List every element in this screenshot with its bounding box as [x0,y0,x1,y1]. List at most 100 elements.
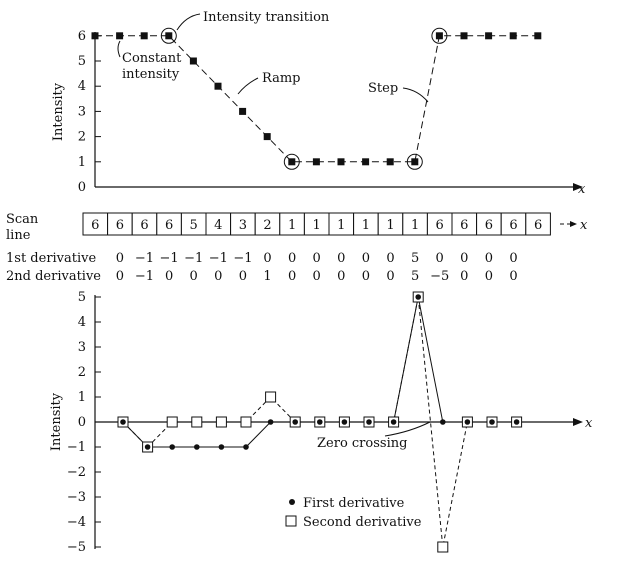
scan-cell-value: 6 [91,218,99,233]
scan-point [362,158,370,166]
scan-cell-value: 5 [190,218,198,233]
bottom-series [117,291,523,553]
first-derivative-label: 1st derivative [6,251,97,266]
scan-cell-value: 6 [165,218,173,233]
scan-cell-value: 1 [288,218,296,233]
second-derivative-value: 0 [362,269,370,284]
first-derivative-value: 0 [436,251,444,266]
first-derivative-value: 0 [288,251,296,266]
annotation-intensity-transition: Intensity transition [203,10,330,25]
table-x-arrow-icon [570,221,577,227]
first-derivative-value: −1 [184,251,203,266]
scan-cell-value: 6 [140,218,148,233]
second-derivative-value: −1 [135,269,154,284]
scan-label: Scan [6,212,39,227]
scan-cell-value: 6 [485,218,493,233]
first-derivative-point [120,419,126,425]
table-x-label: x [580,218,588,233]
bottom-y-ticks: 5 4 3 2 1 0 −1 −2 −3 −4 −5 [67,290,101,555]
first-derivative-point [341,419,348,425]
bottom-y-tick-label: 5 [78,290,86,305]
annotation-step-leader [402,87,429,103]
annotation-transition-leader [176,13,201,31]
first-derivative-value: −1 [209,251,228,266]
transition-circle [283,153,300,170]
bottom-x-label: x [585,416,593,431]
scan-point [386,158,394,166]
first-derivative-value: 0 [485,251,493,266]
scan-point [165,32,173,40]
top-x-label: x [578,182,586,197]
bottom-y-tick-label: −5 [67,540,86,555]
annotation-ramp-leader [237,77,259,95]
scan-cell-value: 2 [263,218,271,233]
first-derivative-point [317,419,323,425]
annotation-constant: Constant [122,51,182,66]
first-derivative-value: 0 [460,251,468,266]
second-derivative-value: 0 [337,269,345,284]
scan-cell-value: 3 [239,218,247,233]
first-derivative-point [243,444,249,450]
scan-cell-value: 4 [214,218,222,233]
first-derivative-point [489,419,495,425]
first-derivative-point [390,419,397,425]
legend-second-square-icon [285,515,297,527]
first-derivative-value: 0 [116,251,124,266]
transition-circle [406,153,423,170]
second-derivative-value: 0 [313,269,321,284]
first-derivative-point [292,419,299,425]
top-y-tick-label: 5 [78,54,86,69]
scan-point [509,32,517,40]
line-label: line [6,228,31,243]
top-y-label: Intensity [51,82,66,141]
annotation-intensity: intensity [122,67,180,82]
second-derivative-value: 0 [386,269,394,284]
first-derivative-value: −1 [160,251,179,266]
scan-point [337,158,345,166]
second-derivative-value: 0 [116,269,124,284]
first-derivative-point [169,444,175,450]
bottom-x-arrow-icon [573,418,583,426]
scan-point [91,32,99,40]
top-y-tick-label: 6 [78,29,86,44]
second-derivative-value: 0 [288,269,296,284]
scan-cell-value: 1 [362,218,370,233]
bottom-y-tick-label: −3 [67,490,86,505]
second-derivative-value: −5 [430,269,449,284]
scan-point [435,32,443,40]
second-derivative-point [437,541,449,553]
bottom-derivative-plot: x 5 4 3 2 1 0 −1 −2 −3 −4 −5 Intensity Zero crossi… [49,290,593,555]
scan-point [288,158,296,166]
first-derivative-point [366,419,372,425]
second-derivative-point [265,391,277,403]
first-derivative-value: 0 [263,251,271,266]
first-derivative-point [415,294,422,300]
transition-circle [431,27,448,44]
scan-point [411,158,419,166]
bottom-y-tick-label: −1 [67,440,86,455]
annotation-constant-leader [117,40,121,58]
zero-crossing-leader [384,421,431,437]
second-derivative-value: 0 [214,269,222,284]
scan-point [239,107,247,115]
scan-point [460,32,468,40]
scan-point [312,158,320,166]
scan-cell-value: 6 [460,218,468,233]
annotation-ramp: Ramp [262,71,301,86]
scan-line-table: Scan line 6 6 6 6 5 4 3 2 1 1 1 1 1 1 6 6 6 6 6 x 1st deri… [6,212,588,284]
first-derivative-value: 0 [313,251,321,266]
scan-cell [525,212,551,236]
bottom-y-tick-label: 3 [78,340,86,355]
second-derivative-value: 0 [509,269,517,284]
bottom-y-tick-label: 4 [78,315,86,330]
second-derivative-value: 0 [165,269,173,284]
zero-crossing-label: Zero crossing [317,436,407,451]
bottom-y-tick-label: 2 [78,365,86,380]
first-derivative-point [218,444,225,450]
scan-point [485,32,493,40]
first-derivative-value: 5 [411,251,419,266]
scan-cell-value: 6 [116,218,124,233]
scan-point [189,57,197,65]
first-derivative-point [144,444,151,450]
